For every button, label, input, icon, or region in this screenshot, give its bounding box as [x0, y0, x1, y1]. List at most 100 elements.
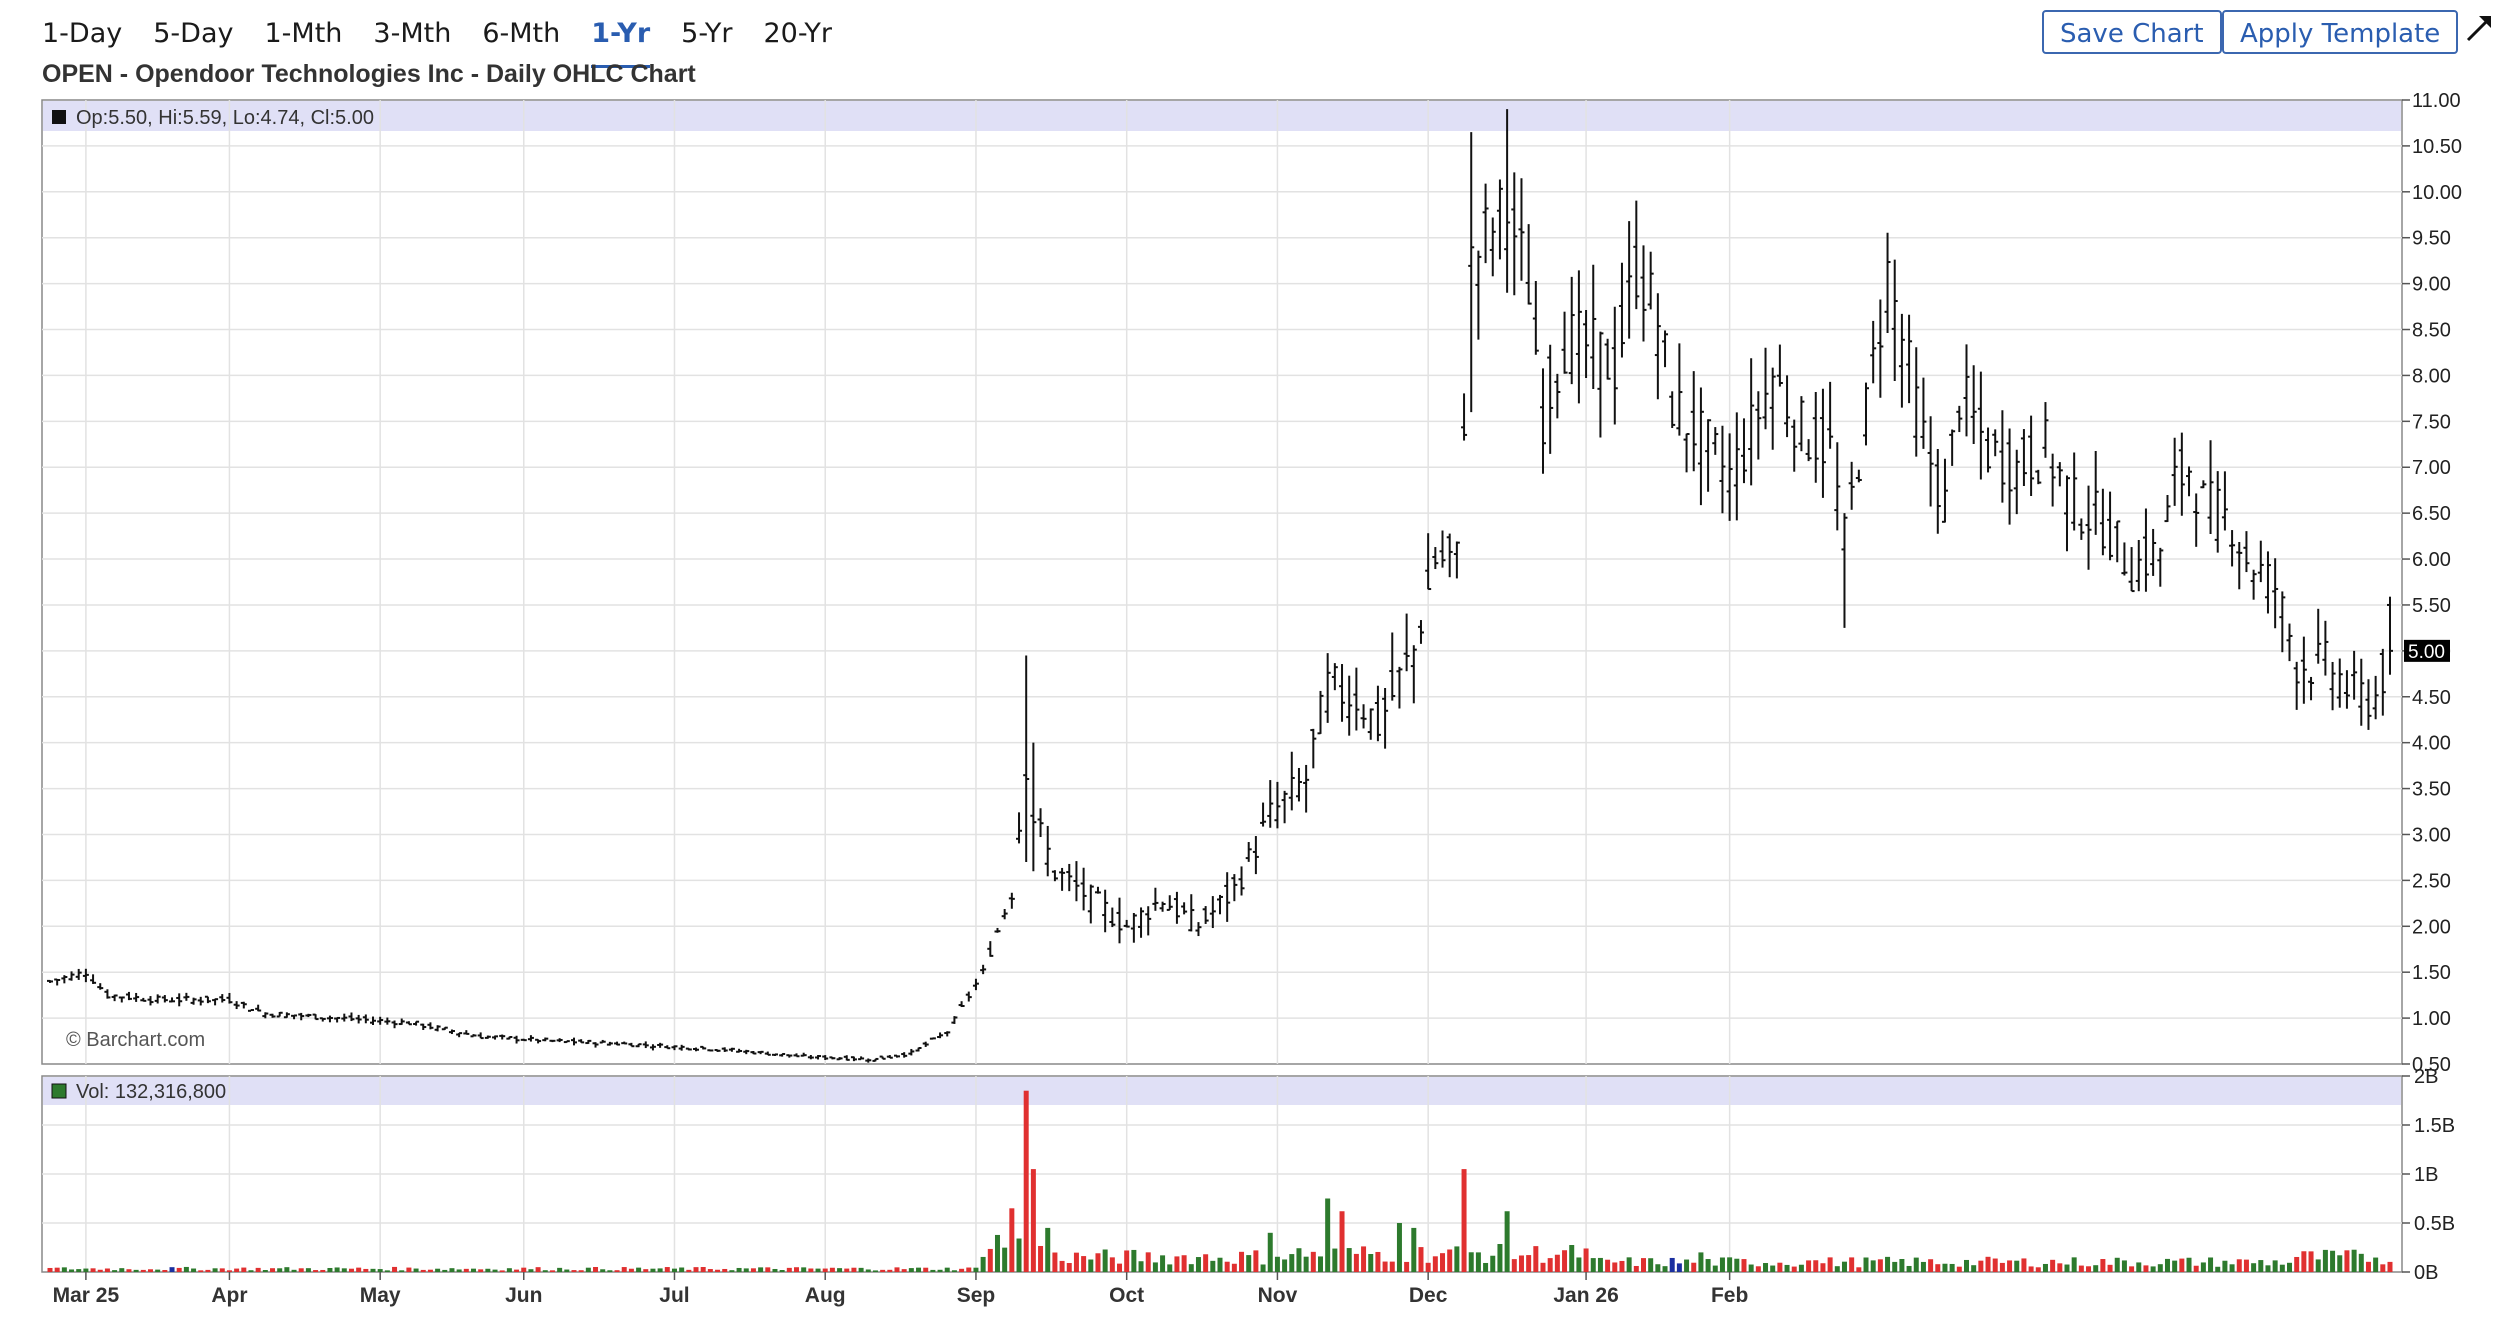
- volume-bar: [1095, 1253, 1101, 1272]
- volume-bar: [722, 1268, 728, 1272]
- volume-bar: [2114, 1257, 2120, 1272]
- volume-bar: [442, 1269, 448, 1272]
- volume-bar: [2014, 1260, 2020, 1272]
- volume-bar: [930, 1269, 936, 1272]
- volume-bar: [715, 1269, 721, 1272]
- volume-bar: [1870, 1260, 1876, 1272]
- month-label: Feb: [1711, 1284, 1748, 1307]
- volume-bar: [894, 1267, 900, 1272]
- volume-bar: [1160, 1255, 1166, 1272]
- volume-bar: [262, 1270, 268, 1272]
- volume-bar: [147, 1269, 153, 1272]
- volume-bar: [2136, 1262, 2142, 1272]
- volume-bar: [435, 1268, 441, 1272]
- volume-bar: [1239, 1251, 1245, 1272]
- volume-bar: [162, 1269, 168, 1272]
- volume-bar: [1382, 1261, 1388, 1272]
- volume-bar: [463, 1268, 469, 1272]
- range-tab-3-mth[interactable]: 3-Mth: [373, 18, 452, 49]
- volume-bar: [908, 1268, 914, 1272]
- price-tick-label: 0.50: [2412, 1054, 2451, 1076]
- volume-bar: [528, 1269, 534, 1272]
- volume-bar: [377, 1269, 383, 1272]
- apply-template-button[interactable]: Apply Template: [2222, 10, 2459, 54]
- volume-bar: [650, 1268, 656, 1272]
- last-price-badge: [2404, 639, 2450, 662]
- volume-bar: [234, 1268, 240, 1272]
- volume-bar: [671, 1268, 677, 1272]
- volume-bar: [1741, 1259, 1747, 1272]
- volume-bar: [1066, 1263, 1072, 1272]
- range-tab-20-yr[interactable]: 20-Yr: [763, 18, 832, 49]
- price-tick-label: 4.00: [2412, 733, 2451, 755]
- range-tab-6-mth[interactable]: 6-Mth: [482, 18, 561, 49]
- volume-bar: [2229, 1264, 2235, 1272]
- volume-bar: [1928, 1259, 1934, 1272]
- volume-bar: [937, 1269, 943, 1272]
- range-tab-1-day[interactable]: 1-Day: [42, 18, 123, 49]
- range-tab-1-mth[interactable]: 1-Mth: [264, 18, 343, 49]
- volume-bar: [1640, 1258, 1646, 1272]
- volume-bar: [104, 1268, 110, 1272]
- volume-bar: [1325, 1198, 1331, 1272]
- volume-bar: [1755, 1266, 1761, 1272]
- volume-bar: [1892, 1261, 1898, 1272]
- volume-bar: [2351, 1249, 2357, 1272]
- volume-bar: [966, 1267, 972, 1272]
- volume-bar: [1454, 1246, 1460, 1272]
- volume-bar: [1655, 1264, 1661, 1272]
- volume-bar: [1303, 1256, 1309, 1272]
- volume-bar: [2086, 1266, 2092, 1272]
- month-label: Aug: [805, 1284, 846, 1307]
- ohlc-bars: [47, 109, 2393, 1063]
- range-tab-5-yr[interactable]: 5-Yr: [681, 18, 733, 49]
- volume-bar: [1490, 1255, 1496, 1272]
- volume-bar: [1698, 1252, 1704, 1272]
- volume-tick-label: 2B: [2414, 1066, 2438, 1088]
- volume-bar: [772, 1268, 778, 1272]
- range-tab-5-day[interactable]: 5-Day: [153, 18, 234, 49]
- volume-bar: [392, 1266, 398, 1272]
- volume-bar: [183, 1266, 189, 1272]
- volume-bar: [880, 1269, 886, 1272]
- price-tick-label: 10.00: [2412, 182, 2462, 204]
- volume-bar: [1841, 1261, 1847, 1272]
- save-chart-button[interactable]: Save Chart: [2042, 10, 2222, 54]
- volume-bar: [2330, 1250, 2336, 1272]
- volume-bar: [2251, 1263, 2257, 1272]
- volume-bar: [76, 1269, 82, 1272]
- volume-bar: [277, 1268, 283, 1272]
- volume-bar: [1985, 1256, 1991, 1272]
- volume-bar: [1849, 1257, 1855, 1272]
- volume-bar: [2150, 1266, 2156, 1272]
- volume-bar: [1088, 1259, 1094, 1272]
- volume-bar: [1246, 1255, 1252, 1272]
- volume-bar: [1763, 1263, 1769, 1272]
- volume-bar: [1511, 1259, 1517, 1272]
- volume-bar: [2243, 1259, 2249, 1272]
- volume-bar: [470, 1268, 476, 1272]
- volume-bar: [2258, 1260, 2264, 1272]
- volume-bar: [1418, 1247, 1424, 1272]
- volume-bar: [1533, 1246, 1539, 1272]
- month-label: Jan 26: [1553, 1284, 1618, 1307]
- volume-bar: [1260, 1264, 1266, 1272]
- price-tick-label: 9.00: [2412, 274, 2451, 296]
- volume-bar: [226, 1270, 232, 1272]
- volume-bar: [1217, 1257, 1223, 1272]
- volume-bar: [155, 1269, 161, 1272]
- expand-arrow-icon[interactable]: [2462, 12, 2496, 46]
- volume-bar: [1648, 1258, 1654, 1272]
- volume-bar: [2093, 1265, 2099, 1272]
- volume-bar: [427, 1269, 433, 1272]
- volume-bar: [1684, 1259, 1690, 1272]
- volume-bar: [1504, 1211, 1510, 1272]
- volume-bar: [944, 1267, 950, 1272]
- volume-bar: [1978, 1260, 1984, 1272]
- volume-bar: [47, 1267, 53, 1272]
- range-tab-1-yr[interactable]: 1-Yr: [591, 12, 650, 68]
- volume-bar: [707, 1269, 713, 1272]
- volume-bar: [549, 1270, 555, 1272]
- volume-bar: [1267, 1232, 1273, 1272]
